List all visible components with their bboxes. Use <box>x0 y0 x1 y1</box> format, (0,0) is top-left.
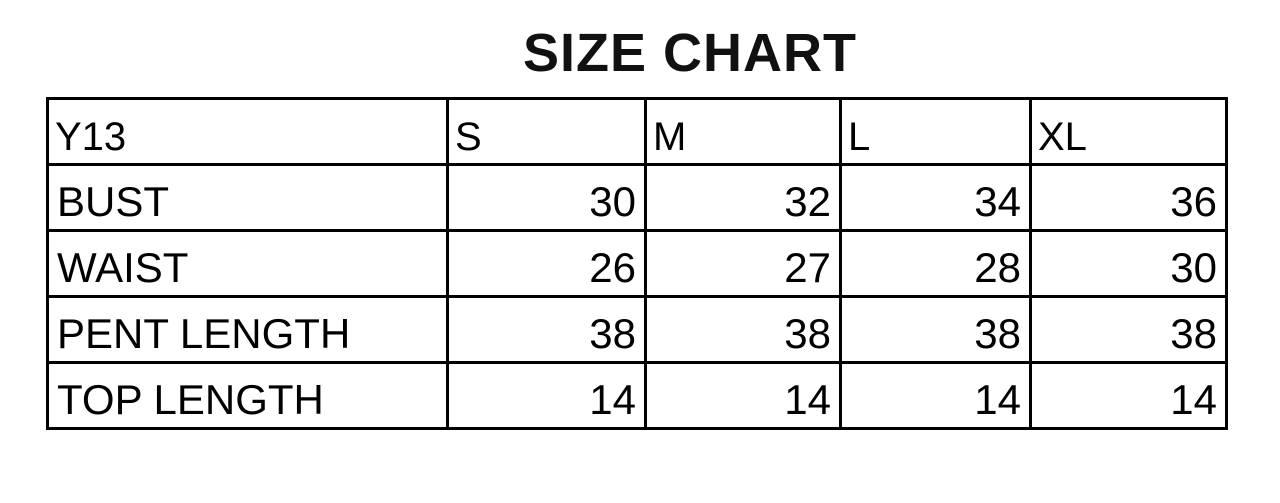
table-cell: 38 <box>446 295 647 364</box>
table-cell: 38 <box>1029 295 1228 364</box>
table-row: TOP LENGTH 14 14 14 14 <box>46 361 1228 430</box>
table-cell: 30 <box>1029 229 1228 298</box>
page-title: SIZE CHART <box>523 23 857 83</box>
table-cell: 34 <box>839 163 1032 232</box>
row-label: PENT LENGTH <box>46 295 449 364</box>
header-cell: XL <box>1029 97 1228 166</box>
table-cell: 14 <box>446 361 647 430</box>
table-cell: 30 <box>446 163 647 232</box>
table-row: BUST 30 32 34 36 <box>46 163 1228 232</box>
table-cell: 38 <box>644 295 842 364</box>
table-row: PENT LENGTH 38 38 38 38 <box>46 295 1228 364</box>
table-cell: 26 <box>446 229 647 298</box>
table-cell: 32 <box>644 163 842 232</box>
table-cell: 14 <box>839 361 1032 430</box>
header-cell: M <box>644 97 842 166</box>
table-cell: 36 <box>1029 163 1228 232</box>
header-cell: Y13 <box>46 97 449 166</box>
row-label: BUST <box>46 163 449 232</box>
row-label: WAIST <box>46 229 449 298</box>
table-cell: 14 <box>1029 361 1228 430</box>
table-header-row: Y13 S M L XL <box>46 97 1228 166</box>
table-cell: 28 <box>839 229 1032 298</box>
table-cell: 14 <box>644 361 842 430</box>
row-label: TOP LENGTH <box>46 361 449 430</box>
table-cell: 27 <box>644 229 842 298</box>
header-cell: S <box>446 97 647 166</box>
size-chart-table: Y13 S M L XL BUST 30 32 34 36 WAIST 26 2… <box>46 97 1228 430</box>
header-cell: L <box>839 97 1032 166</box>
table-cell: 38 <box>839 295 1032 364</box>
table-row: WAIST 26 27 28 30 <box>46 229 1228 298</box>
